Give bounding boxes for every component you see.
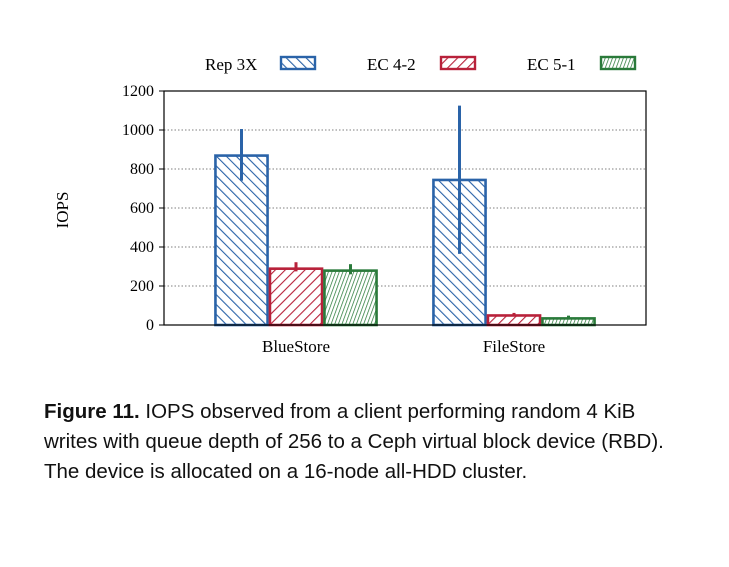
- y-tick-labels: 0 200 400 600 800 1000 1200: [122, 83, 154, 334]
- plot-frame: [163, 90, 647, 326]
- legend-swatch: [439, 55, 477, 71]
- category-labels: BlueStore FileStore: [262, 337, 545, 356]
- axes: [159, 90, 647, 326]
- bar-chart: 0 200 400 600 800 1000 1200 BlueStore FileStore…: [53, 55, 647, 356]
- y-tick-label: 800: [130, 161, 154, 178]
- legend: Rep 3X EC 4-2 EC 5-1: [205, 55, 637, 74]
- figure-caption: Figure 11. IOPS observed from a client p…: [44, 397, 694, 487]
- caption-figure-label: Figure 11.: [44, 400, 140, 423]
- y-axis-label: IOPS: [53, 192, 72, 229]
- bar-rep-3x-bluestore: [214, 154, 269, 327]
- bar-ec-4-2-filestore: [486, 314, 542, 327]
- bar-ec-5-1-filestore: [541, 317, 596, 327]
- caption-text: IOPS observed from a client performing r…: [44, 400, 664, 483]
- x-category-label: FileStore: [483, 337, 545, 356]
- x-category-label: BlueStore: [262, 337, 330, 356]
- y-tick-label: 1000: [122, 122, 154, 139]
- y-tick-label: 600: [130, 200, 154, 217]
- y-tick-label: 1200: [122, 83, 154, 100]
- bar-ec-5-1-bluestore: [323, 269, 378, 327]
- bar-ec-4-2-bluestore: [268, 267, 324, 327]
- legend-swatch: [599, 55, 637, 71]
- legend-swatch: [279, 55, 317, 71]
- legend-label: EC 5-1: [527, 55, 576, 74]
- bars: [214, 105, 596, 327]
- y-tick-label: 0: [146, 317, 154, 334]
- legend-label: EC 4-2: [367, 55, 416, 74]
- legend-label: Rep 3X: [205, 55, 257, 74]
- y-tick-label: 400: [130, 239, 154, 256]
- y-tick-label: 200: [130, 278, 154, 295]
